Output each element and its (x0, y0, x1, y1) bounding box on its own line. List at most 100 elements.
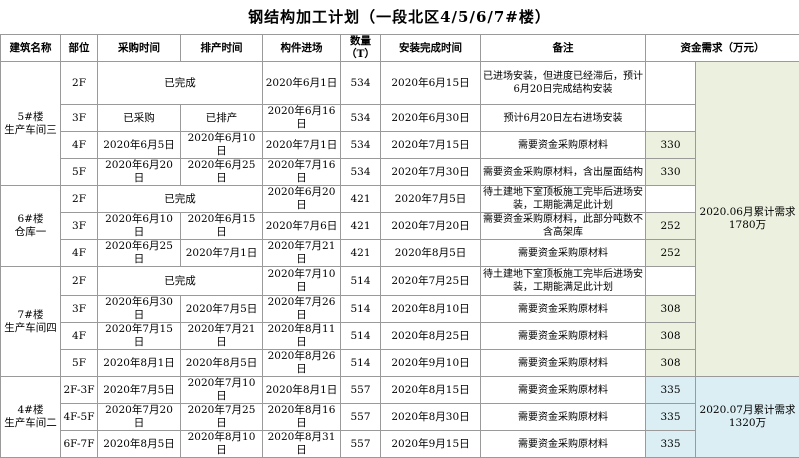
page: {"title": "钢结构加工计划（一段北区4/5/6/7#楼）", "hea… (0, 0, 799, 416)
schedule-cell: 2020年7月5日 (181, 296, 263, 323)
purchase-cell: 2020年6月10日 (98, 213, 181, 240)
quantity-cell: 421 (341, 213, 381, 240)
note-cell: 需要资金采购原材料 (481, 350, 646, 377)
quantity-cell: 534 (341, 132, 381, 159)
arrival-cell: 2020年7月10日 (263, 267, 341, 296)
note-cell: 需要资金采购原材料，含出屋面结构 (481, 159, 646, 186)
header-row: 建筑名称部位采购时间排产时间构件进场数量（T）安装完成时间备注资金需求（万元） (1, 35, 799, 62)
schedule-cell: 2020年7月25日 (181, 404, 263, 431)
arrival-cell: 2020年7月26日 (263, 296, 341, 323)
schedule-cell: 2020年6月10日 (181, 132, 263, 159)
arrival-cell: 2020年8月16日 (263, 404, 341, 431)
quantity-cell: 421 (341, 240, 381, 267)
schedule-cell: 2020年8月5日 (181, 350, 263, 377)
building-name: 4#楼 (3, 404, 58, 417)
building-name: 生产车间三 (3, 124, 58, 137)
part-cell: 2F (61, 186, 98, 213)
header-cell: 采购时间 (98, 35, 181, 62)
install-cell: 2020年8月5日 (381, 240, 481, 267)
building-name: 生产车间二 (3, 417, 58, 430)
part-cell: 3F (61, 105, 98, 132)
schedule-cell: 2020年8月10日 (181, 431, 263, 458)
arrival-cell: 2020年7月16日 (263, 159, 341, 186)
funding-cell: 335 (646, 431, 696, 458)
part-cell: 4F-5F (61, 404, 98, 431)
note-cell: 需要资金采购原材料 (481, 377, 646, 404)
building-name: 仓库一 (3, 226, 58, 239)
funding-cell: 308 (646, 323, 696, 350)
building-cell: 6#楼仓库一 (1, 186, 61, 267)
funding-cell: 308 (646, 350, 696, 377)
status-cell: 已完成 (98, 186, 263, 213)
quantity-cell: 534 (341, 105, 381, 132)
funding-cell: 252 (646, 213, 696, 240)
schedule-cell: 2020年7月21日 (181, 323, 263, 350)
arrival-cell: 2020年7月21日 (263, 240, 341, 267)
status-cell: 已完成 (98, 62, 263, 105)
header-cell: 资金需求（万元） (646, 35, 799, 62)
purchase-cell: 2020年6月5日 (98, 132, 181, 159)
note-cell: 需要资金采购原材料 (481, 431, 646, 458)
table-title: 钢结构加工计划（一段北区4/5/6/7#楼） (0, 0, 799, 34)
status-cell: 已完成 (98, 267, 263, 296)
building-cell: 5#楼生产车间三 (1, 62, 61, 186)
building-name: 5#楼 (3, 111, 58, 124)
purchase-cell: 2020年7月20日 (98, 404, 181, 431)
install-cell: 2020年7月20日 (381, 213, 481, 240)
funding-cell: 335 (646, 377, 696, 404)
plan-table: 建筑名称部位采购时间排产时间构件进场数量（T）安装完成时间备注资金需求（万元） … (0, 34, 799, 458)
arrival-cell: 2020年7月6日 (263, 213, 341, 240)
quantity-cell: 557 (341, 431, 381, 458)
building-cell: 4#楼生产车间二 (1, 377, 61, 458)
funding-cell: 308 (646, 296, 696, 323)
part-cell: 6F-7F (61, 431, 98, 458)
install-cell: 2020年6月15日 (381, 62, 481, 105)
schedule-cell: 2020年6月15日 (181, 213, 263, 240)
funding-cell: 330 (646, 132, 696, 159)
funding-cell (646, 105, 696, 132)
building-name: 生产车间四 (3, 322, 58, 335)
building-cell: 7#楼生产车间四 (1, 267, 61, 377)
note-cell: 待土建地下室顶板施工完毕后进场安装，工期能满足此计划 (481, 186, 646, 213)
funding-cell (646, 62, 696, 105)
part-cell: 3F (61, 296, 98, 323)
purchase-cell: 2020年6月20日 (98, 159, 181, 186)
install-cell: 2020年7月30日 (381, 159, 481, 186)
note-cell: 待土建地下室顶板施工完毕后进场安装，工期能满足此计划 (481, 267, 646, 296)
note-cell: 预计6月20日左右进场安装 (481, 105, 646, 132)
install-cell: 2020年8月15日 (381, 377, 481, 404)
note-cell: 需要资金采购原材料，此部分吨数不含高架库 (481, 213, 646, 240)
arrival-cell: 2020年8月31日 (263, 431, 341, 458)
arrival-cell: 2020年8月11日 (263, 323, 341, 350)
funding-cell: 252 (646, 240, 696, 267)
note-cell: 需要资金采购原材料 (481, 240, 646, 267)
quantity-cell: 514 (341, 350, 381, 377)
install-cell: 2020年7月25日 (381, 267, 481, 296)
arrival-cell: 2020年8月1日 (263, 377, 341, 404)
quantity-cell: 557 (341, 377, 381, 404)
funding-cell: 335 (646, 404, 696, 431)
header-cell: 建筑名称 (1, 35, 61, 62)
schedule-cell: 2020年7月1日 (181, 240, 263, 267)
part-cell: 2F (61, 62, 98, 105)
install-cell: 2020年7月15日 (381, 132, 481, 159)
quantity-cell: 534 (341, 62, 381, 105)
header-cell: 备注 (481, 35, 646, 62)
purchase-cell: 2020年7月5日 (98, 377, 181, 404)
arrival-cell: 2020年7月1日 (263, 132, 341, 159)
part-cell: 4F (61, 132, 98, 159)
header-cell: 安装完成时间 (381, 35, 481, 62)
schedule-cell: 已排产 (181, 105, 263, 132)
header-cell: 部位 (61, 35, 98, 62)
part-cell: 5F (61, 159, 98, 186)
